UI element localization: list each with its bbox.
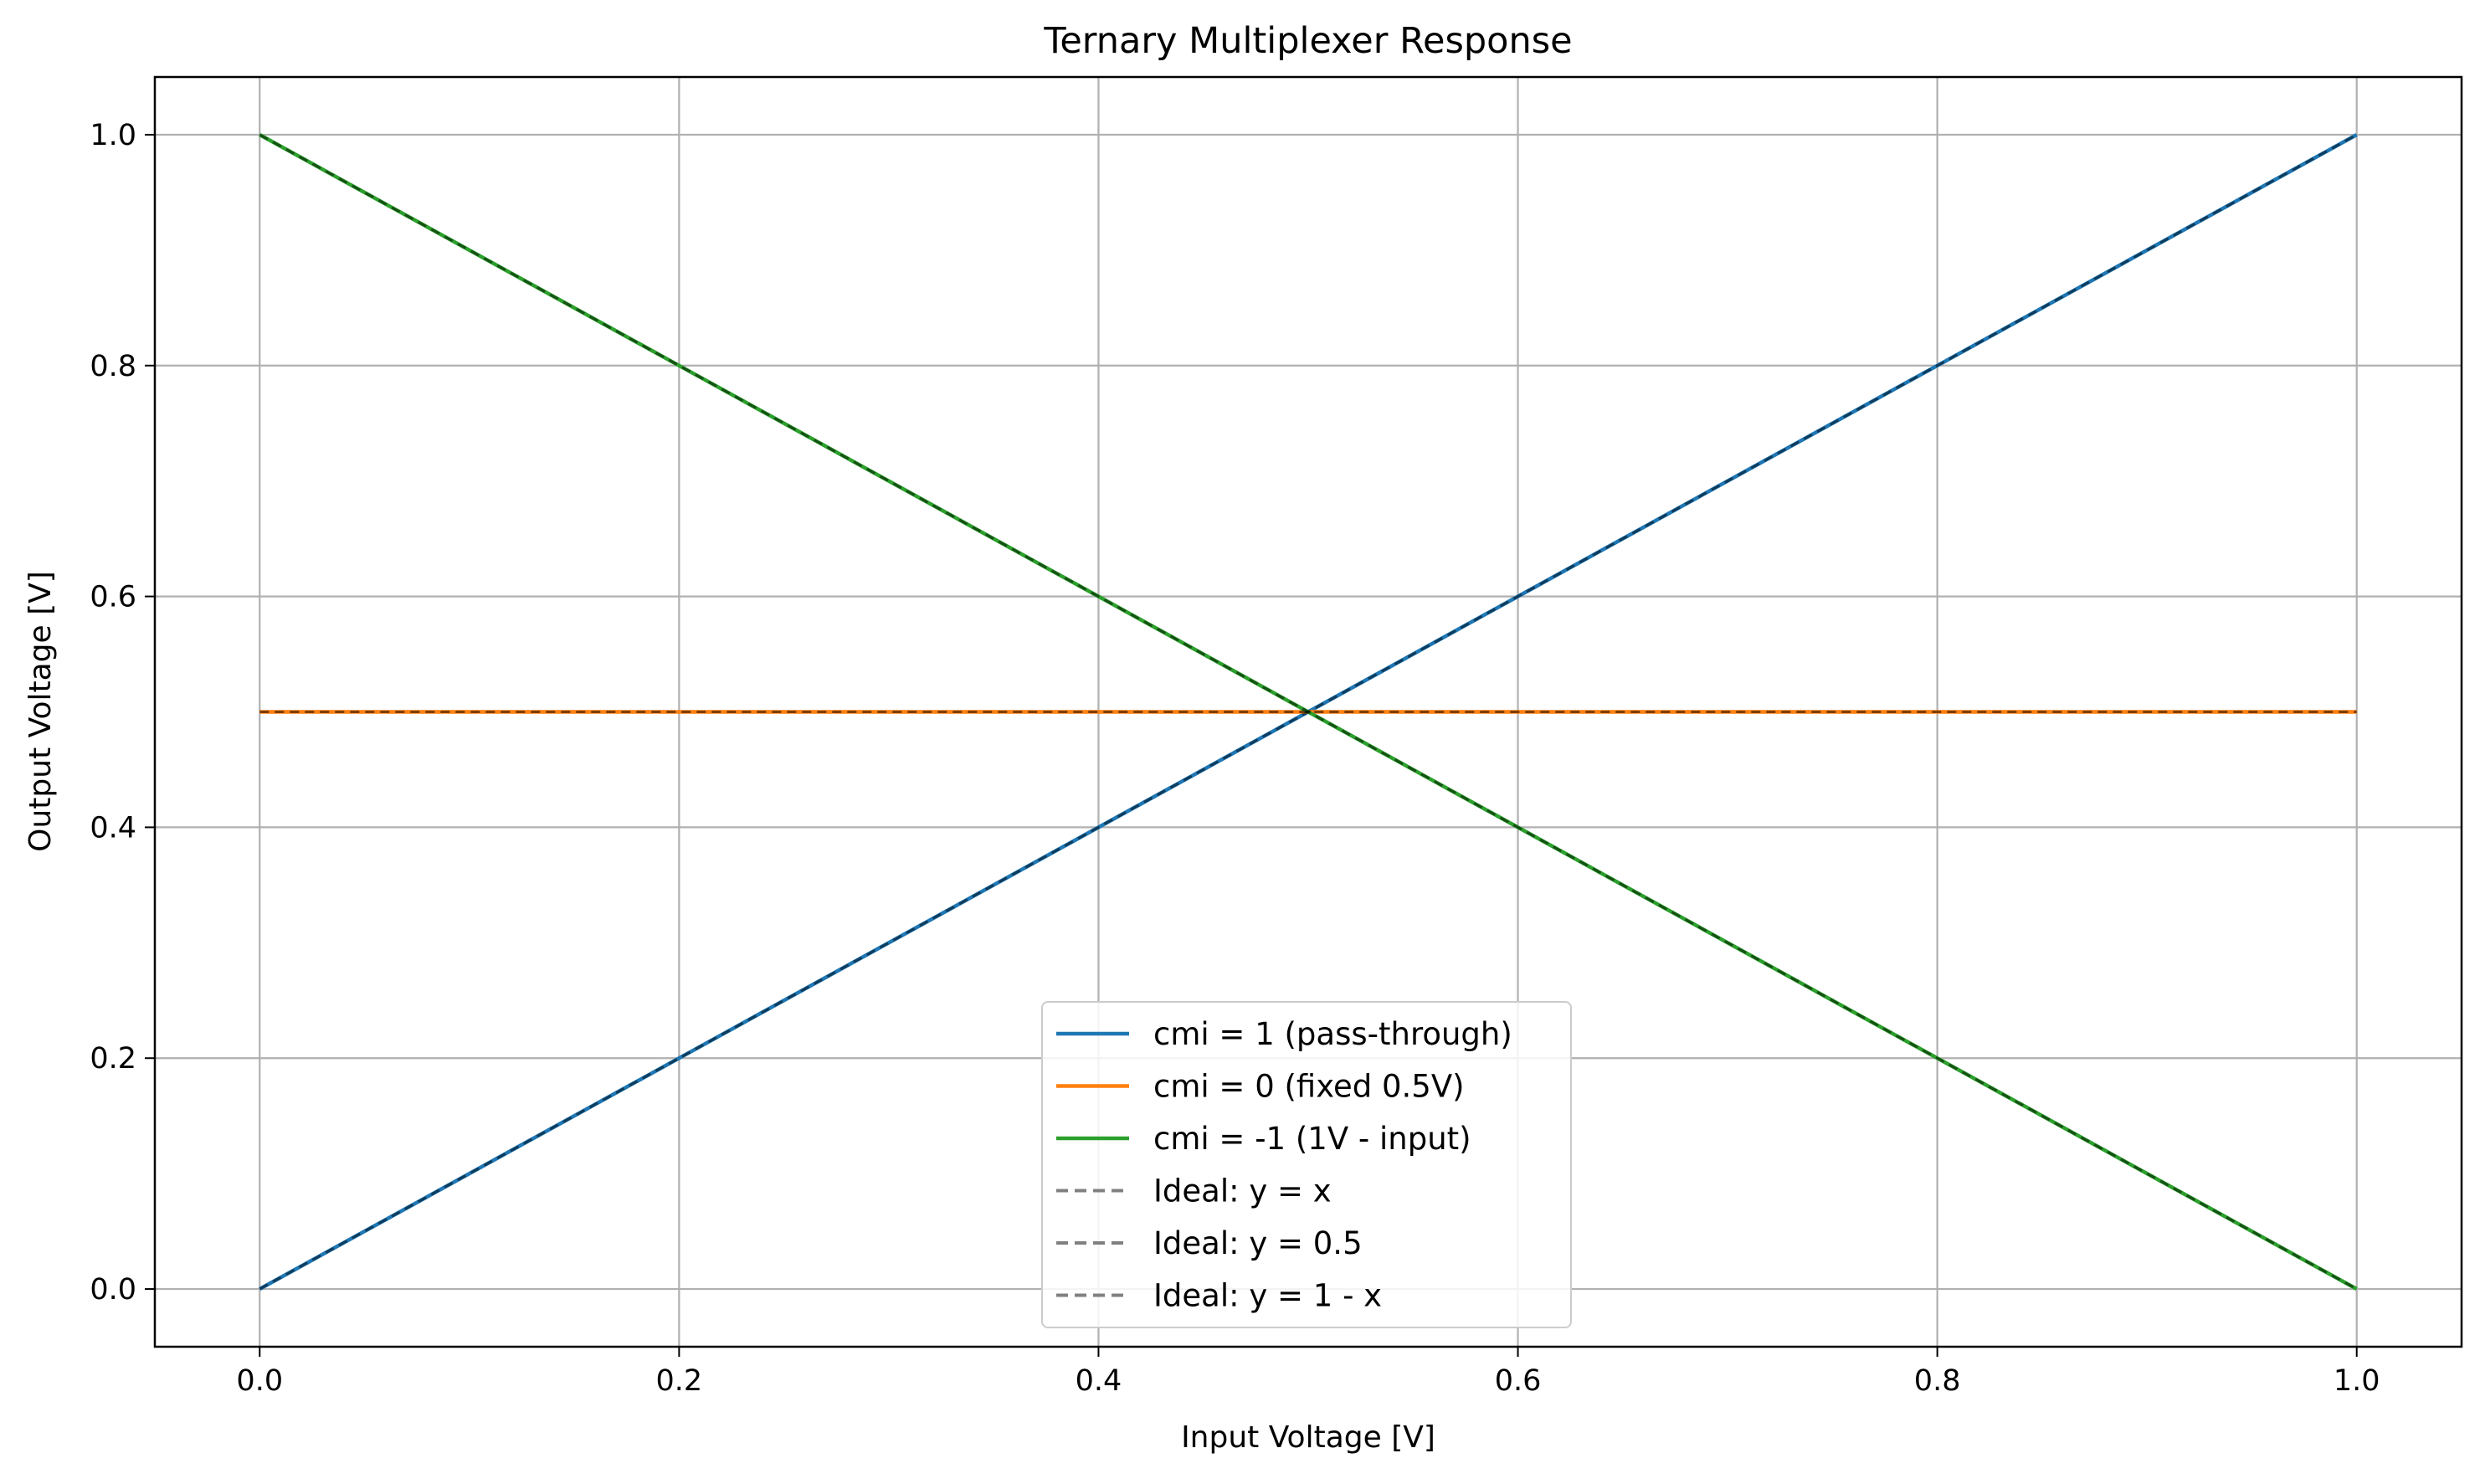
legend-label-3: cmi = -1 (1V - input)	[1153, 1121, 1471, 1157]
x-tick-label: 0.0	[236, 1364, 283, 1398]
legend-label-6: Ideal: y = 1 - x	[1153, 1278, 1382, 1314]
x-tick-label: 1.0	[2334, 1364, 2380, 1398]
y-tick-label: 0.2	[90, 1042, 136, 1076]
legend: cmi = 1 (pass-through) cmi = 0 (fixed 0.5…	[1041, 1001, 1572, 1328]
y-tick-label: 1.0	[90, 119, 136, 152]
x-tick-label: 0.6	[1495, 1364, 1542, 1398]
x-tick-label: 0.8	[1914, 1364, 1961, 1398]
y-tick-label: 0.4	[90, 811, 136, 845]
series-line-6	[259, 133, 2358, 1291]
legend-box	[1041, 1001, 1572, 1328]
x-tick-label: 0.4	[1076, 1364, 1122, 1398]
legend-label-5: Ideal: y = 0.5	[1153, 1225, 1363, 1261]
y-tick-label: 0.8	[90, 350, 136, 383]
y-tick-label: 0.6	[90, 581, 136, 614]
legend-label-1: cmi = 1 (pass-through)	[1153, 1016, 1512, 1052]
y-axis-label: Output Voltage [V]	[23, 571, 58, 852]
axis-ticks: 0.0 0.2 0.4 0.6 0.8 1.0 0.0 0.2 0.4 0.6 0.8 1.0	[90, 119, 2380, 1398]
legend-label-4: Ideal: y = x	[1153, 1173, 1332, 1209]
y-tick-label: 0.0	[90, 1273, 136, 1307]
plot-area-frame	[153, 75, 2463, 1348]
chart-title: Ternary Multiplexer Response	[1043, 20, 1572, 62]
x-tick-label: 0.2	[656, 1364, 703, 1398]
legend-label-2: cmi = 0 (fixed 0.5V)	[1153, 1069, 1465, 1105]
x-axis-label: Input Voltage [V]	[1181, 1420, 1435, 1455]
data-series	[259, 133, 2358, 1291]
